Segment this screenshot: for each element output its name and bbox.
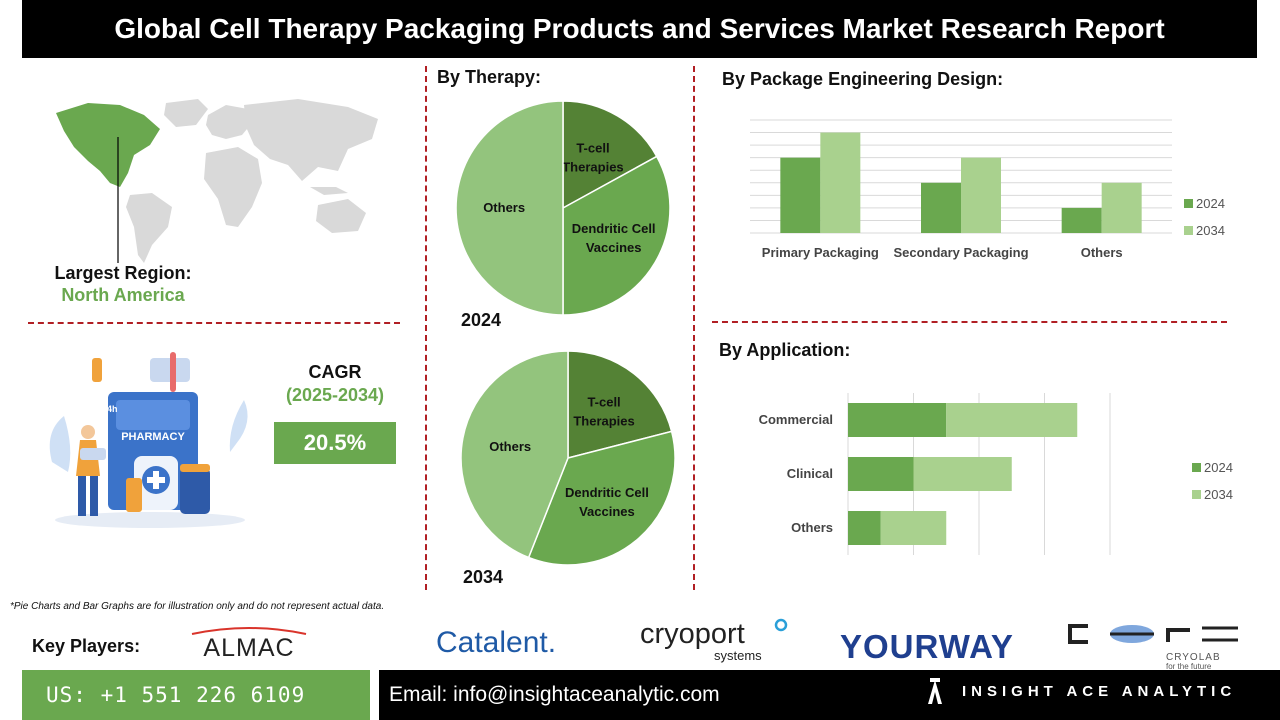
cagr-period: (2025-2034) (285, 385, 385, 405)
bar-clinical-2024 (848, 457, 914, 491)
legend-label-2024: 2024 (1196, 196, 1225, 211)
package-chart-title: By Package Engineering Design: (722, 69, 1004, 89)
cryoport-tagline: systems (714, 648, 762, 663)
brand-name: INSIGHT ACE ANALYTIC (962, 683, 1237, 700)
bar-clinical-2034 (913, 457, 1012, 491)
phone-number: US: +1 551 226 6109 (22, 670, 370, 720)
almac-wordmark: ALMAC (203, 634, 295, 662)
pharmacy-illustration: PHARMACY 24h (49, 352, 248, 528)
bar-primary-packaging-2034 (820, 132, 861, 233)
north-america-shape (56, 103, 160, 187)
pie-label-dendritic-cell-vaccines: Dendritic Cell Vaccines (572, 221, 656, 255)
category-label-others: Others (1081, 245, 1123, 260)
divider-vertical-right (693, 66, 695, 590)
bar-others-2024 (1061, 207, 1102, 233)
category-label-clinical: Clinical (787, 466, 833, 481)
category-label-commercial: Commercial (759, 412, 833, 427)
footnote: *Pie Charts and Bar Graphs are for illus… (10, 601, 385, 612)
bar-others-2034 (880, 511, 947, 545)
therapy-pie-2034: T-cell Therapies Dendritic Cell Vaccines Oth… (460, 350, 676, 566)
europe-shape (206, 105, 252, 139)
pharmacy-sign: PHARMACY (121, 431, 185, 443)
indonesia-shape (310, 187, 348, 195)
pie-label-t-cell-therapies: T-cell Therapies (562, 140, 623, 174)
email-address: Email: info@insightaceanalytic.com (379, 670, 1280, 720)
core-cryolab-logo: CRYOLAB for the future (1066, 622, 1241, 672)
world-map (56, 99, 378, 263)
bar-others-2024 (848, 511, 881, 545)
bar-primary-packaging-2024 (780, 157, 821, 233)
greenland-shape (164, 99, 208, 127)
catalent-logo: Catalent. (436, 626, 557, 659)
legend-swatch-2024 (1184, 199, 1193, 208)
therapy-chart-title: By Therapy: (437, 67, 542, 87)
bar-commercial-2024 (848, 403, 947, 437)
pie-label-dendritic-cell-vaccines: Dendritic Cell Vaccines (565, 485, 649, 519)
legend-swatch-2034 (1192, 490, 1201, 499)
pharmacy-hours: 24h (102, 404, 118, 414)
legend-label-2034: 2034 (1204, 487, 1233, 502)
south-america-shape (126, 193, 172, 263)
cagr-label: CAGR (308, 362, 362, 382)
pie-label-t-cell-therapies: T-cell Therapies (573, 394, 634, 428)
pie-slice-t-cell-therapies (567, 350, 673, 459)
legend-swatch-2024 (1192, 463, 1201, 472)
largest-region-value: North America (61, 285, 185, 305)
cryoport-dot-icon (774, 618, 788, 632)
yourway-logo: YOURWAY (840, 628, 1014, 665)
application-chart-title: By Application: (719, 340, 851, 360)
largest-region-label: Largest Region: (54, 263, 192, 283)
legend-swatch-2034 (1184, 226, 1193, 235)
pie-slice-dendritic-cell-vaccines (527, 430, 676, 566)
almac-logo: ALMAC (184, 624, 314, 664)
legend-label-2034: 2034 (1196, 223, 1225, 238)
key-players-label: Key Players: (32, 636, 141, 656)
pie-label-others: Others (483, 200, 525, 215)
insight-ace-logo-icon (928, 678, 942, 704)
legend-label-2024: 2024 (1204, 460, 1233, 475)
therapy-pie-2024: T-cell Therapies Dendritic Cell Vaccines Oth… (455, 100, 671, 316)
bar-commercial-2034 (946, 403, 1078, 437)
pie-slice-others (455, 100, 564, 316)
bar-others-2034 (1101, 182, 1142, 233)
australia-shape (316, 199, 366, 233)
cagr-value: 20.5% (274, 422, 396, 464)
cryoport-wordmark: cryoport (640, 618, 745, 650)
cryolab-text: CRYOLAB (1166, 652, 1221, 663)
core-wordmark-icon (1068, 624, 1238, 644)
asia-shape (244, 99, 378, 181)
cryolab-tagline: for the future (1166, 662, 1212, 671)
therapy-pie-2024-caption: 2024 (461, 310, 502, 330)
pie-slice-others (460, 350, 569, 559)
package-bar-chart: Primary Packaging Secondary Packaging Othe… (750, 119, 1225, 260)
divider-left (28, 322, 400, 324)
divider-vertical-left (425, 66, 427, 590)
bar-secondary-packaging-2034 (961, 157, 1001, 233)
pie-label-others: Others (489, 439, 531, 454)
application-bar-chart: Commercial Clinical Others 2024 2034 (759, 393, 1233, 555)
africa-shape (204, 147, 262, 227)
report-title: Global Cell Therapy Packaging Products a… (22, 0, 1257, 58)
pie-slice-t-cell-therapies (562, 100, 658, 210)
bar-secondary-packaging-2024 (921, 182, 961, 233)
pie-slice-dendritic-cell-vaccines (562, 155, 671, 316)
category-label-primary-packaging: Primary Packaging (762, 245, 879, 260)
divider-right (712, 321, 1227, 323)
cryoport-logo: cryoport systems (640, 618, 790, 666)
category-label-others: Others (791, 520, 833, 535)
therapy-pie-2034-caption: 2034 (463, 567, 504, 587)
category-label-secondary-packaging: Secondary Packaging (893, 245, 1028, 260)
